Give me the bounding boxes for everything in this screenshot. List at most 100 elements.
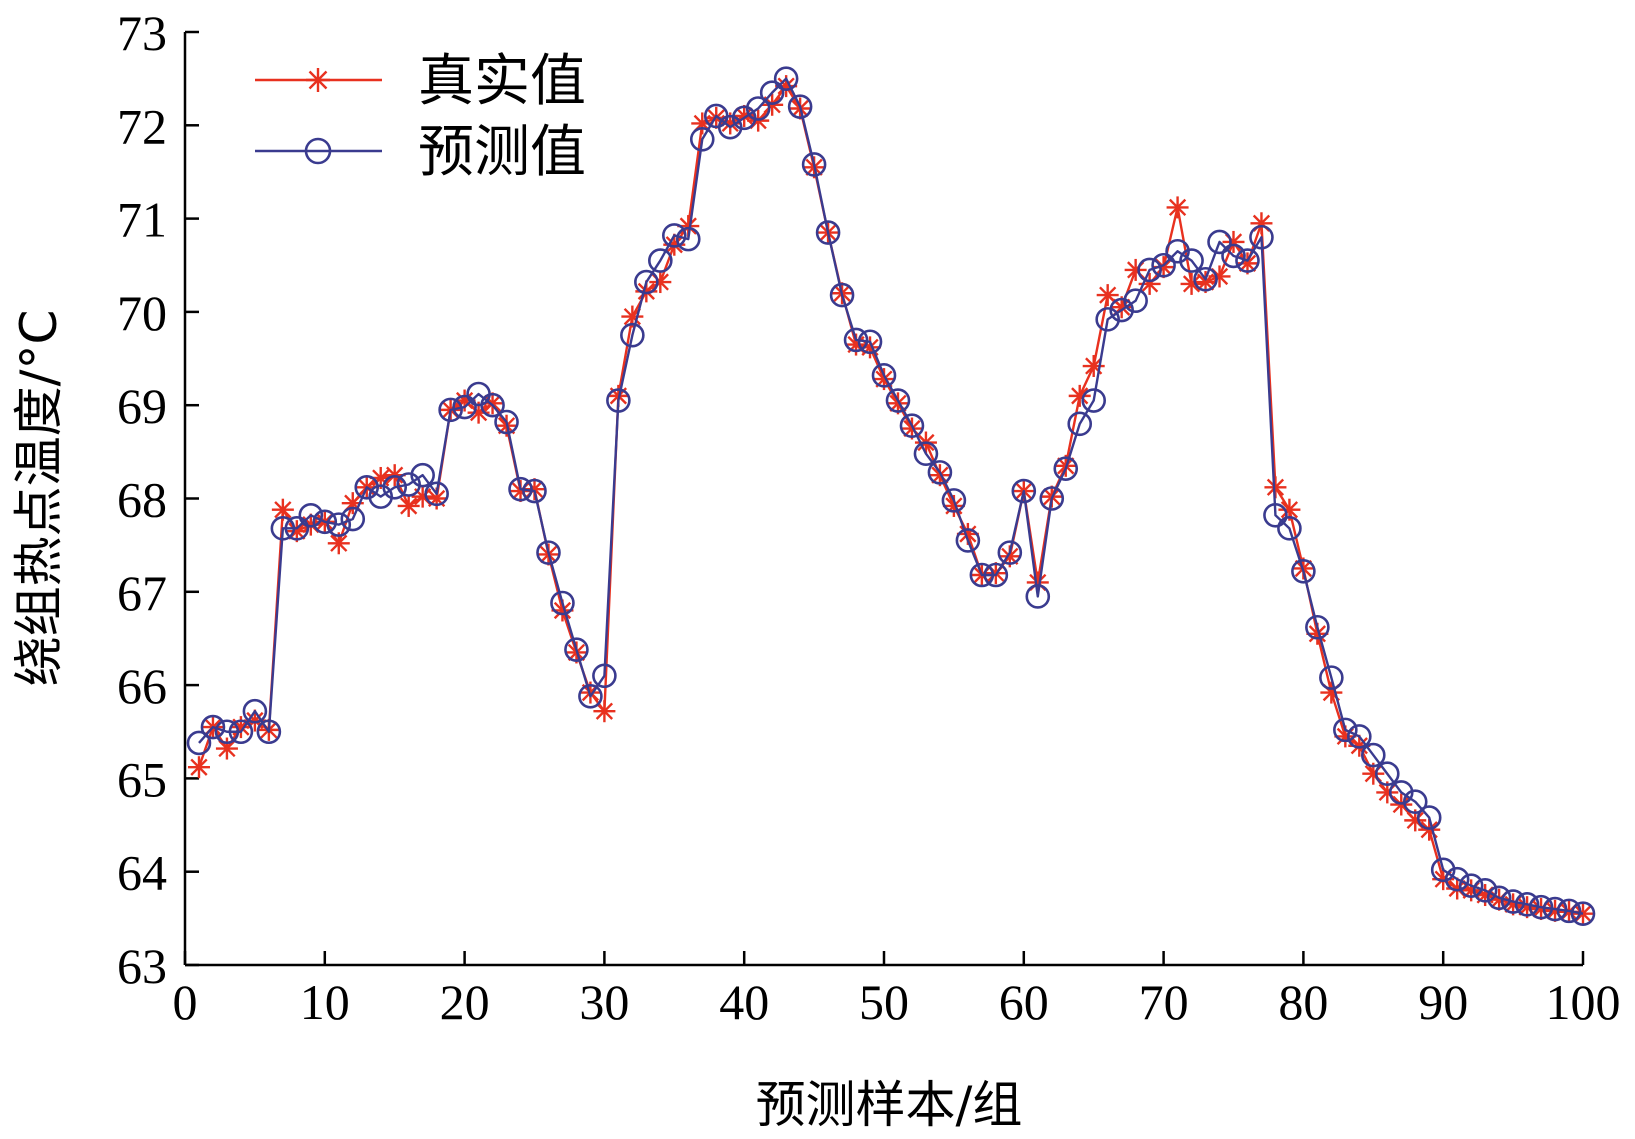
asterisk-stroke (469, 404, 488, 422)
data-point (1180, 272, 1203, 295)
y-axis-label: 绕组热点温度/°C (10, 310, 68, 687)
data-point (410, 462, 435, 488)
data-point (452, 394, 477, 420)
data-point (661, 223, 687, 248)
data-point (801, 152, 827, 177)
y-tick-label: 65 (117, 751, 167, 807)
y-tick-label: 72 (117, 98, 167, 154)
data-point (284, 516, 310, 541)
data-point (550, 590, 575, 616)
data-point (634, 269, 659, 295)
data-point (1542, 896, 1568, 922)
data-point (327, 532, 350, 555)
data-point (1556, 898, 1582, 924)
x-tick-label: 20 (440, 974, 490, 1030)
axes: 0 10 20 30 40 50 60 70 80 90 100 63 64 65 66 67 68 69 70 71… (117, 5, 1621, 1030)
data-point (745, 96, 771, 121)
data-point (1500, 889, 1526, 914)
asterisk-stroke (1182, 275, 1201, 293)
data-point (1193, 266, 1218, 292)
asterisk-stroke (959, 525, 977, 543)
y-tick-label: 71 (117, 192, 167, 248)
asterisk-stroke (190, 758, 208, 776)
x-tick-label: 10 (300, 974, 350, 1030)
asterisk-stroke (1238, 254, 1257, 273)
data-point (1123, 288, 1148, 314)
asterisk-stroke (1210, 267, 1229, 286)
asterisk-stroke (302, 515, 320, 534)
data-point (1570, 901, 1596, 926)
x-tick-label: 60 (999, 974, 1049, 1030)
asterisk-stroke (777, 77, 795, 95)
y-tick-label: 66 (117, 658, 167, 714)
legend-label: 真实值 (418, 49, 586, 114)
data-point (438, 397, 463, 423)
data-point (536, 540, 561, 565)
series-layer (186, 66, 1596, 926)
data-point (689, 126, 715, 152)
x-tick-label: 0 (173, 974, 198, 1030)
legend-label: 预测值 (418, 120, 586, 185)
data-point (187, 756, 210, 779)
data-point (494, 409, 519, 435)
data-point (606, 388, 631, 413)
data-point (1347, 724, 1372, 749)
x-tick-label: 50 (859, 974, 909, 1030)
data-point (885, 388, 911, 413)
data-point (1166, 196, 1189, 219)
data-point (564, 637, 589, 662)
data-point (773, 66, 799, 91)
data-point (1067, 411, 1093, 437)
y-tick-label: 70 (117, 285, 167, 341)
x-tick-label: 80 (1278, 974, 1328, 1030)
data-point (1514, 892, 1540, 917)
data-point (1291, 558, 1316, 584)
asterisk-stroke (1099, 286, 1117, 304)
data-point (1486, 885, 1512, 911)
data-point (857, 329, 883, 355)
data-point (480, 392, 505, 418)
data-point (382, 475, 408, 500)
asterisk-stroke (483, 394, 502, 412)
data-point (1068, 384, 1091, 407)
asterisk-stroke (308, 70, 328, 90)
x-tick-label: 70 (1139, 974, 1189, 1030)
data-point (1263, 502, 1288, 528)
data-point (648, 248, 673, 273)
data-point (899, 413, 925, 439)
asterisk-stroke (1350, 737, 1368, 755)
data-point (312, 509, 338, 535)
asterisk-stroke (1071, 387, 1089, 405)
y-tick-label: 67 (117, 565, 167, 621)
data-point (1137, 257, 1162, 283)
y-tick-label: 73 (117, 5, 167, 61)
data-point (424, 481, 449, 507)
data-point (843, 327, 869, 353)
data-point (1361, 742, 1386, 768)
data-point (256, 719, 282, 745)
data-point (214, 719, 240, 745)
data-point (593, 700, 616, 723)
data-point (298, 502, 324, 528)
data-point (983, 562, 1009, 588)
data-point (397, 494, 420, 517)
legend-marker (306, 68, 330, 92)
x-tick-label: 100 (1546, 974, 1621, 1030)
asterisk-stroke (274, 501, 292, 519)
data-point (1458, 873, 1484, 898)
data-point (1235, 248, 1260, 273)
x-tick-label: 40 (719, 974, 769, 1030)
data-point (955, 528, 981, 553)
asterisk-stroke (595, 702, 614, 720)
data-point (215, 737, 238, 760)
asterisk-stroke (679, 217, 697, 235)
asterisk-stroke (1280, 501, 1299, 519)
data-point (871, 363, 897, 388)
asterisk-stroke (1168, 198, 1187, 217)
asterisk-stroke (889, 394, 907, 412)
y-tick-label: 63 (117, 938, 167, 994)
data-point (1053, 456, 1079, 481)
data-point (969, 562, 995, 588)
data-point (1444, 866, 1470, 892)
